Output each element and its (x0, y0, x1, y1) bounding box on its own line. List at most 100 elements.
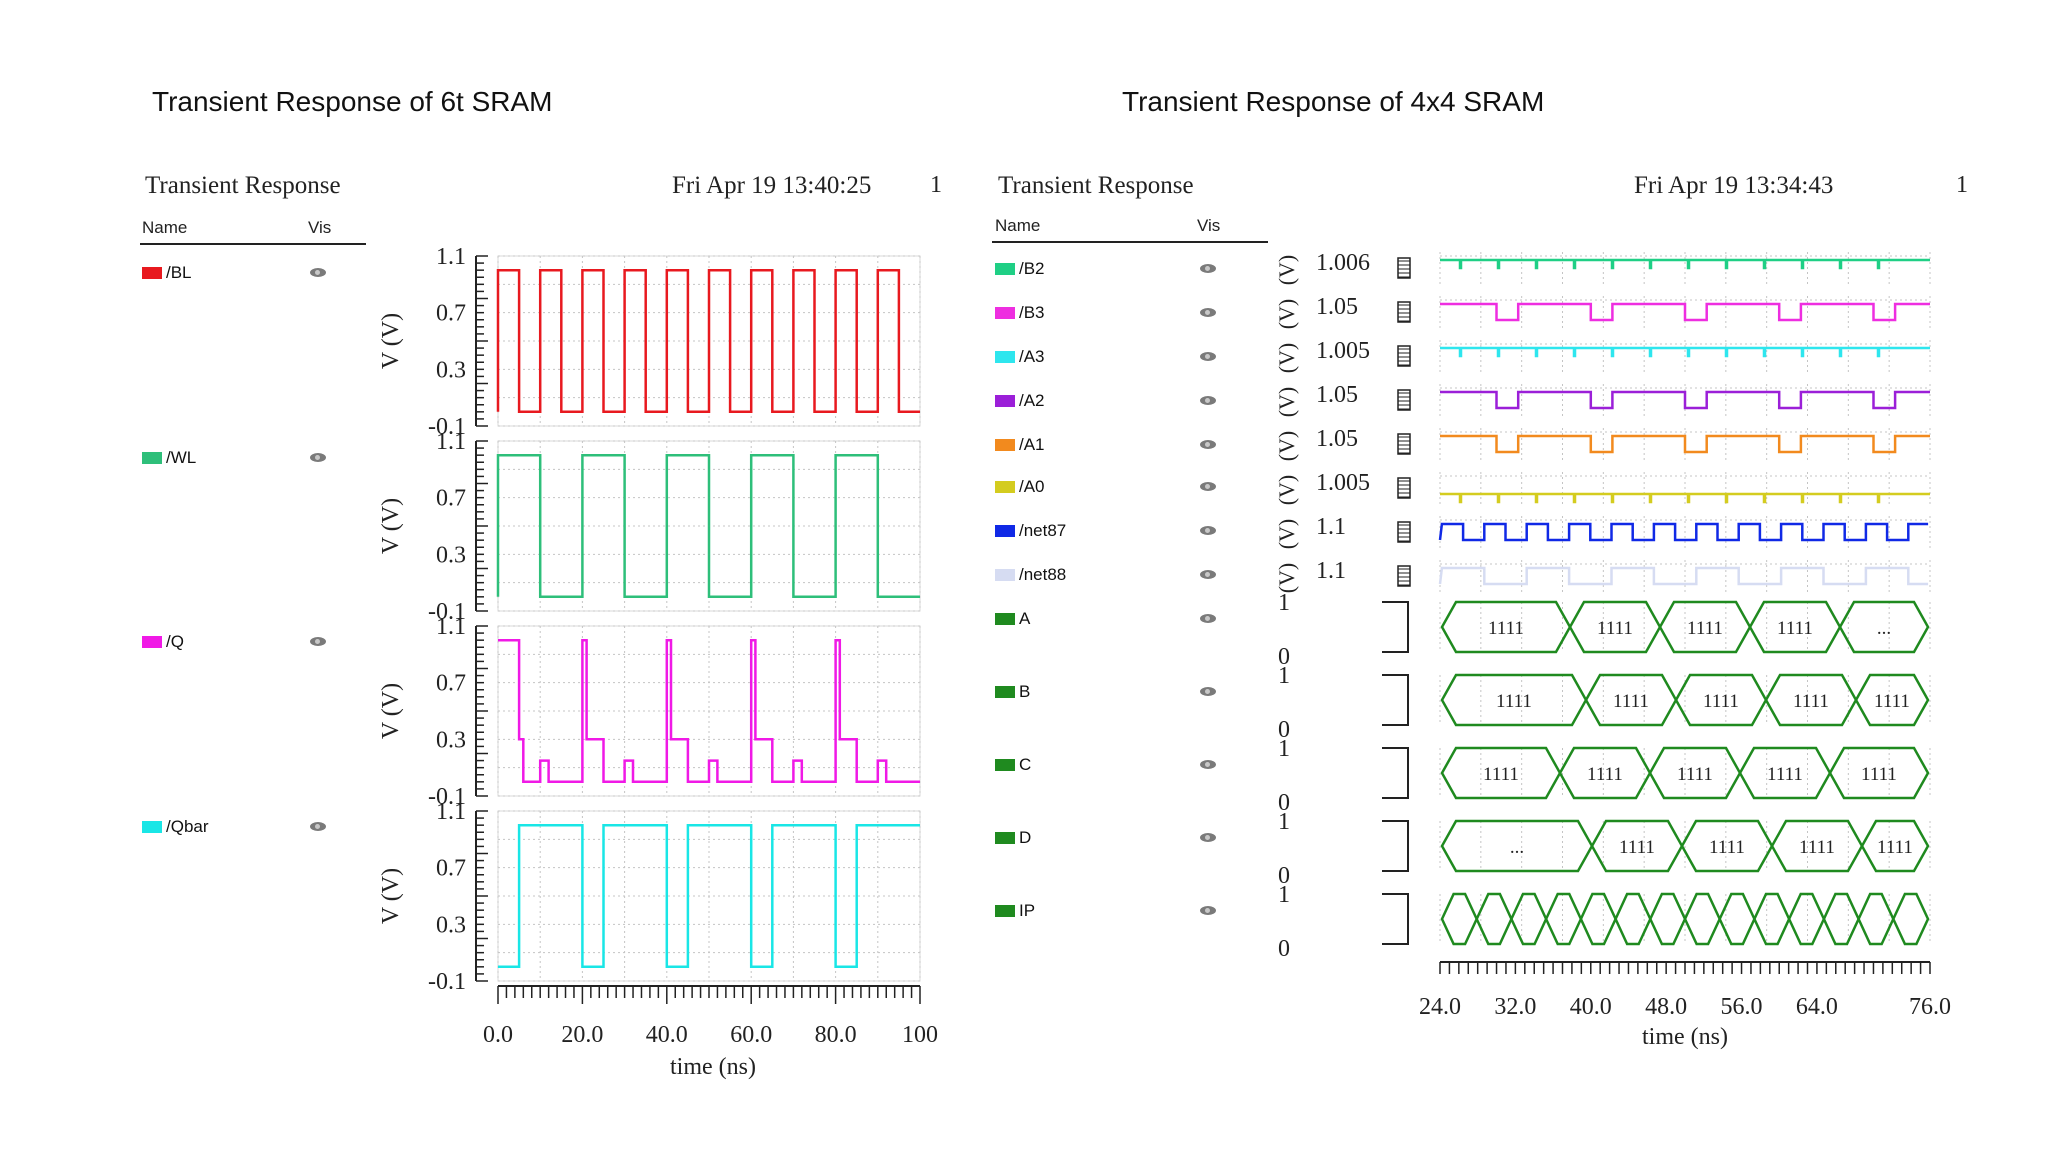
visibility-eye-icon[interactable] (1200, 352, 1216, 361)
visibility-eye-icon[interactable] (1200, 760, 1216, 769)
bus-segment (1579, 892, 1617, 946)
bus-high-label: 1 (1278, 590, 1290, 616)
bus-segment (1891, 892, 1930, 946)
visibility-eye-icon[interactable] (1200, 833, 1216, 842)
bus-high-label: 1 (1278, 663, 1290, 689)
waveform-qbar (498, 823, 920, 969)
legend-swatch-d (995, 832, 1015, 844)
visibility-eye-icon[interactable] (310, 822, 326, 831)
bus-segment (1857, 892, 1895, 946)
legend-swatch-a (995, 613, 1015, 625)
legend-item-a3[interactable]: /A3 (995, 346, 1045, 368)
y-tick-label: 0.3 (436, 542, 466, 568)
visibility-eye-icon[interactable] (1200, 482, 1216, 491)
legend-item-a[interactable]: A (995, 608, 1030, 630)
bus-value-label: 1111 (1587, 764, 1623, 785)
bus-value-label: 1111 (1613, 691, 1649, 712)
bus-value-label: 1111 (1799, 837, 1835, 858)
bus-segment (1718, 892, 1756, 946)
legend-swatch-net87 (995, 525, 1015, 537)
bus-segment (1838, 600, 1930, 654)
y-tick-label: -0.1 (428, 599, 466, 625)
visibility-eye-icon[interactable] (1200, 264, 1216, 273)
x-axis-title: time (ns) (670, 1054, 756, 1080)
y-tick-label: 1.1 (436, 614, 466, 640)
visibility-eye-icon[interactable] (1200, 440, 1216, 449)
legend-item-b[interactable]: B (995, 681, 1030, 703)
bus-low-label: 0 (1278, 790, 1290, 816)
legend-item-d[interactable]: D (995, 827, 1031, 849)
bus-value-label: 1111 (1677, 764, 1713, 785)
legend-item-b3[interactable]: /B3 (995, 302, 1045, 324)
legend-item-net87[interactable]: /net87 (995, 520, 1066, 542)
legend-label-ip: IP (1019, 901, 1036, 920)
bus-low-label: 0 (1278, 863, 1290, 889)
y-tick-label: 0.3 (436, 727, 466, 753)
row-scale-label: 1.005 (1316, 338, 1370, 364)
visibility-eye-icon[interactable] (310, 268, 326, 277)
bus-value-label: 1111 (1496, 691, 1532, 712)
bus-segment (1787, 892, 1826, 946)
y-axis-title: V (V) (378, 683, 404, 739)
visibility-eye-icon[interactable] (1200, 687, 1216, 696)
y-tick-label: 0.3 (436, 357, 466, 383)
left-panel-page-number: 1 (930, 172, 942, 198)
waveform-a1 (1440, 434, 1930, 454)
legend-item-net88[interactable]: /net88 (995, 564, 1066, 586)
legend-item-a1[interactable]: /A1 (995, 434, 1045, 456)
bus-segment (1440, 892, 1479, 946)
visibility-eye-icon[interactable] (1200, 308, 1216, 317)
legend-item-q[interactable]: /Q (142, 631, 184, 653)
row-scale-label: 1.006 (1316, 250, 1370, 276)
bus-value-label: 1111 (1777, 618, 1813, 639)
x-tick-label: 32.0 (1494, 994, 1536, 1020)
visibility-eye-icon[interactable] (1200, 906, 1216, 915)
visibility-eye-icon[interactable] (1200, 614, 1216, 623)
right-legend-divider (992, 241, 1268, 243)
bus-low-label: 0 (1278, 717, 1290, 743)
row-unit-label: (V) (1274, 387, 1299, 418)
bus-segment (1475, 892, 1513, 946)
row-unit-label: (V) (1274, 475, 1299, 506)
x-tick-label: 60.0 (730, 1022, 772, 1048)
right-chart-title: Transient Response of 4x4 SRAM (1122, 86, 1545, 117)
legend-item-ip[interactable]: IP (995, 900, 1035, 922)
row-scale-label: 1.05 (1316, 294, 1358, 320)
bus-bracket (1382, 893, 1409, 945)
legend-label-a1: /A1 (1019, 435, 1045, 454)
legend-swatch-ip (995, 905, 1015, 917)
row-unit-label: (V) (1274, 255, 1299, 286)
visibility-eye-icon[interactable] (1200, 526, 1216, 535)
legend-item-wl[interactable]: /WL (142, 447, 196, 469)
legend-label-wl: /WL (166, 448, 197, 467)
visibility-eye-icon[interactable] (1200, 570, 1216, 579)
bus-segment (1510, 892, 1548, 946)
bus-value-label: 1111 (1488, 618, 1524, 639)
legend-item-b2[interactable]: /B2 (995, 258, 1045, 280)
legend-label-qbar: /Qbar (166, 817, 209, 836)
legend-item-a0[interactable]: /A0 (995, 476, 1045, 498)
visibility-eye-icon[interactable] (1200, 396, 1216, 405)
legend-item-c[interactable]: C (995, 754, 1031, 776)
legend-label-b3: /B3 (1019, 303, 1045, 322)
legend-item-bl[interactable]: /BL (142, 262, 192, 284)
y-tick-label: 0.7 (436, 856, 466, 882)
bus-value-label: 1111 (1687, 618, 1723, 639)
legend-swatch-b3 (995, 307, 1015, 319)
bus-bracket (1382, 747, 1409, 799)
legend-item-a2[interactable]: /A2 (995, 390, 1045, 412)
left-legend-divider (140, 243, 366, 245)
legend-label-a3: /A3 (1019, 347, 1045, 366)
legend-swatch-b2 (995, 263, 1015, 275)
left-chart-title: Transient Response of 6t SRAM (152, 86, 553, 117)
legend-swatch-q (142, 636, 162, 648)
visibility-eye-icon[interactable] (310, 637, 326, 646)
legend-item-qbar[interactable]: /Qbar (142, 816, 209, 838)
visibility-eye-icon[interactable] (310, 453, 326, 462)
bus-segment (1614, 892, 1652, 946)
legend-swatch-net88 (995, 569, 1015, 581)
legend-label-bl: /BL (166, 263, 192, 282)
legend-swatch-bl (142, 267, 162, 279)
bus-segment (1683, 892, 1722, 946)
